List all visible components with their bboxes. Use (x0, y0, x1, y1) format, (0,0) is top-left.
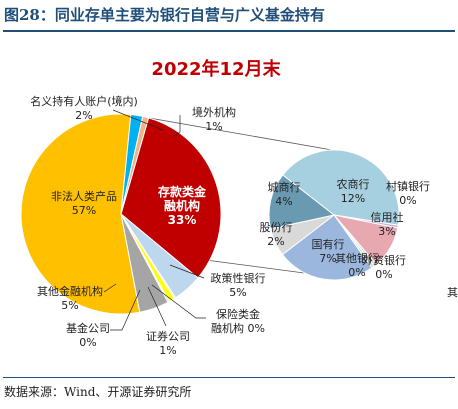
leader-main-4 (110, 289, 141, 331)
leader-lines (103, 109, 206, 331)
chart-title: 2022年12月末 (151, 58, 281, 80)
slice-label-sub-2: 信用社 3% (371, 210, 404, 238)
slice-label-main-6: 非法人类产品 57% (51, 189, 117, 217)
main-slice-6 (20, 113, 141, 315)
sub-slice-7 (268, 174, 336, 230)
sub-slice-0 (282, 149, 400, 226)
sub-slice-5 (281, 214, 373, 281)
slice-label-main-2: 保险类金融机构 0% (211, 307, 265, 335)
slice-label-sub-0: 农商行 12% (337, 177, 370, 205)
leader-main-1 (169, 264, 205, 279)
slice-label-main-3: 证券公司 1% (146, 329, 190, 357)
source-rule (3, 377, 455, 378)
leader-main-7 (112, 109, 164, 131)
slice-label-main-5: 其他金融机构 5% (37, 284, 103, 312)
truncated-label: 其 (447, 286, 458, 299)
connector-top (148, 117, 333, 151)
slice-label-sub-4: 外资银行 0% (362, 253, 406, 281)
leader-main-2 (151, 284, 206, 319)
slice-label-main-1: 政策性银行 5% (211, 271, 266, 299)
slice-label-main-8: 境外机构 1% (192, 105, 236, 133)
slice-label-main-4: 基金公司 0% (66, 321, 110, 349)
slice-label-main-7: 名义持有人账户(境内) 2% (30, 94, 138, 122)
main-pie (20, 113, 222, 315)
slice-labels: 存款类金融机构 33% 政策性银行 5% 保险类金融机构 0% 证券公司 1% 基金公司 0% 其… (30, 94, 430, 357)
leader-main-8 (173, 115, 181, 137)
slice-label-sub-3: 其他银行 0% (335, 251, 379, 279)
source-note: 数据来源：Wind、开源证券研究所 (4, 385, 192, 399)
slice-label-main-0: 存款类金融机构 33% (157, 184, 207, 227)
slice-label-sub-7: 城商行 4% (268, 180, 301, 208)
slice-label-sub-1: 村镇银行 0% (386, 179, 430, 207)
main-slice-8 (120, 115, 150, 215)
figure-title: 图28：同业存单主要为银行自营与广义基金持有 (4, 6, 325, 24)
slice-label-sub-5: 国有行 7% (312, 237, 345, 265)
leader-main-5 (103, 283, 117, 293)
main-slice-0 (120, 117, 222, 279)
slice-label-sub-6: 股份行 2% (260, 221, 293, 248)
breakdown-pie (268, 149, 400, 281)
title-rule (3, 30, 455, 32)
leader-main-3 (147, 286, 167, 327)
